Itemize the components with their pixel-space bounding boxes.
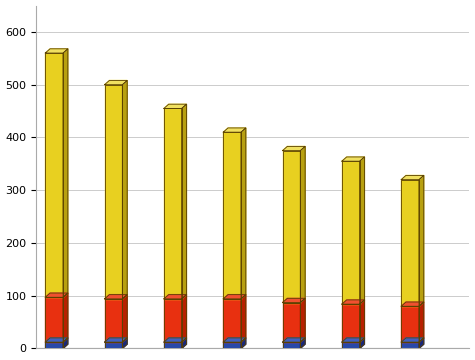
Polygon shape	[360, 300, 364, 342]
Polygon shape	[360, 157, 364, 304]
Polygon shape	[45, 297, 63, 342]
Polygon shape	[164, 294, 187, 299]
Polygon shape	[283, 150, 300, 302]
Polygon shape	[419, 338, 424, 348]
Polygon shape	[419, 302, 424, 342]
Polygon shape	[104, 294, 127, 299]
Polygon shape	[164, 299, 182, 342]
Polygon shape	[342, 342, 360, 348]
Polygon shape	[300, 298, 305, 342]
Polygon shape	[164, 104, 187, 108]
Polygon shape	[300, 338, 305, 348]
Polygon shape	[241, 338, 246, 348]
Polygon shape	[223, 128, 246, 132]
Polygon shape	[283, 302, 300, 342]
Polygon shape	[182, 338, 187, 348]
Polygon shape	[342, 338, 364, 342]
Polygon shape	[63, 293, 68, 342]
Polygon shape	[401, 302, 424, 306]
Polygon shape	[401, 180, 419, 306]
Polygon shape	[182, 294, 187, 342]
Polygon shape	[401, 175, 424, 180]
Polygon shape	[45, 49, 68, 53]
Polygon shape	[360, 338, 364, 348]
Polygon shape	[342, 300, 364, 304]
Polygon shape	[123, 81, 127, 299]
Polygon shape	[401, 306, 419, 342]
Polygon shape	[45, 338, 68, 342]
Polygon shape	[182, 104, 187, 299]
Polygon shape	[45, 293, 68, 297]
Polygon shape	[223, 132, 241, 299]
Polygon shape	[63, 49, 68, 297]
Polygon shape	[123, 294, 127, 342]
Polygon shape	[223, 342, 241, 348]
Polygon shape	[104, 342, 123, 348]
Polygon shape	[164, 338, 187, 342]
Polygon shape	[223, 294, 246, 299]
Polygon shape	[342, 161, 360, 304]
Polygon shape	[241, 128, 246, 299]
Polygon shape	[45, 342, 63, 348]
Polygon shape	[283, 342, 300, 348]
Polygon shape	[164, 342, 182, 348]
Polygon shape	[401, 342, 419, 348]
Polygon shape	[283, 338, 305, 342]
Polygon shape	[123, 338, 127, 348]
Polygon shape	[104, 299, 123, 342]
Polygon shape	[223, 299, 241, 342]
Polygon shape	[63, 338, 68, 348]
Polygon shape	[164, 108, 182, 299]
Polygon shape	[104, 81, 127, 85]
Polygon shape	[104, 85, 123, 299]
Polygon shape	[342, 157, 364, 161]
Polygon shape	[45, 53, 63, 297]
Polygon shape	[241, 294, 246, 342]
Polygon shape	[283, 147, 305, 150]
Polygon shape	[104, 338, 127, 342]
Polygon shape	[419, 175, 424, 306]
Polygon shape	[401, 338, 424, 342]
Polygon shape	[300, 147, 305, 302]
Polygon shape	[342, 304, 360, 342]
Polygon shape	[283, 298, 305, 302]
Polygon shape	[223, 338, 246, 342]
